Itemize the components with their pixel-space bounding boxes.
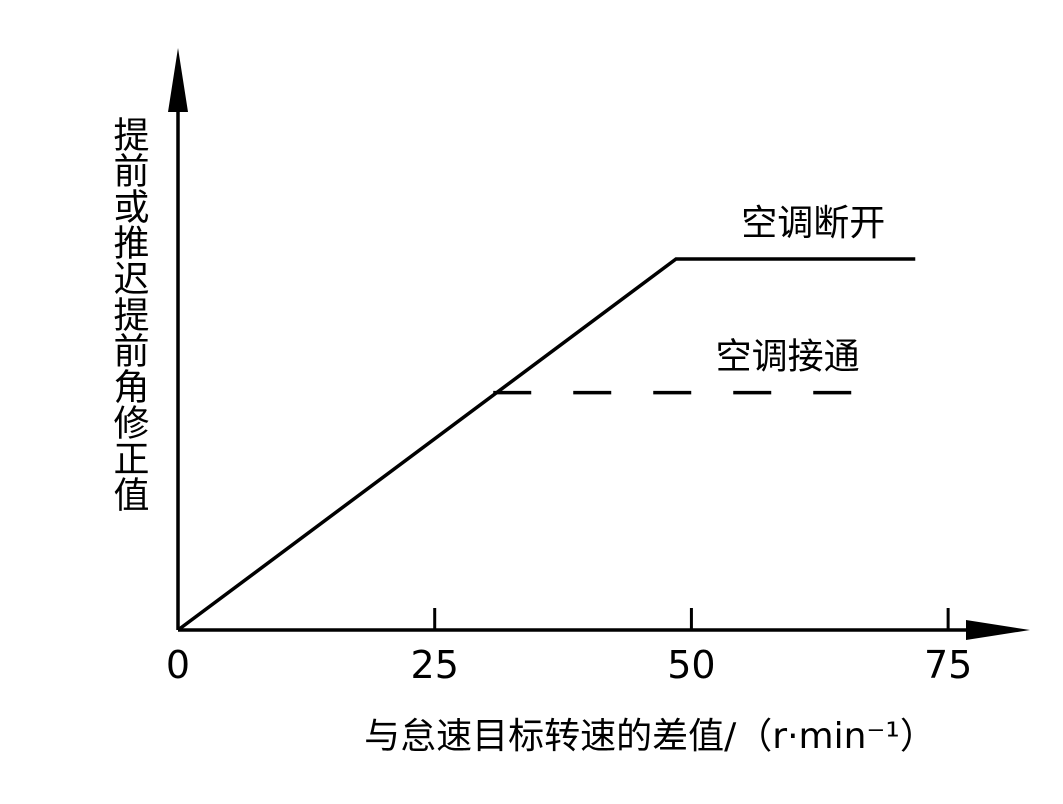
x-tick-label: 50 [667, 643, 715, 687]
y-arrow [168, 48, 188, 112]
x-axis-label: 与怠速目标转速的差值/（r·min⁻¹） [364, 716, 936, 757]
series-label: 空调接通 [716, 337, 860, 378]
series-label: 空调断开 [741, 203, 885, 244]
x-tick-label: 75 [924, 643, 972, 687]
line [176, 257, 916, 632]
x-tick-label: 0 [166, 643, 190, 687]
y-axis-label: 提前或推迟提前角修正值 [108, 116, 150, 512]
x-tick-label: 25 [411, 643, 459, 687]
x-arrow [966, 620, 1030, 640]
